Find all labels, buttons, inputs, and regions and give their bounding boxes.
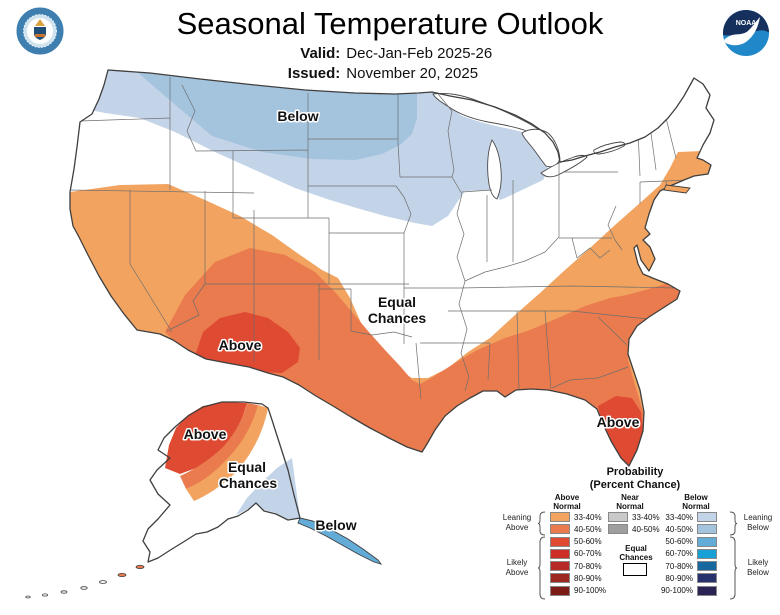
legend-leaning-below: Leaning Below [743,513,773,532]
brace-leaning-below [729,511,738,536]
region-above-50-florida [598,396,643,466]
valid-label: Valid: [300,45,341,62]
legend-header-near: Near Normal [616,493,644,511]
legend-row: 60-70% [550,548,606,559]
legend-row: 33-40% [550,512,606,522]
ak-region-above-33 [186,405,268,501]
legend-likely-below: Likely Below [747,558,769,577]
swatch-near-33 [608,512,628,522]
alaska-inset [25,401,383,599]
region-below-40 [125,70,417,160]
swatch-below-50 [697,536,717,547]
legend-equal-chances-label: Equal Chances [619,544,653,562]
legend-equal-chances-swatch [623,563,647,576]
legend-row: 40-50% [550,524,606,535]
label-alaska-below: Below [315,517,356,533]
swatch-above-60 [550,548,570,559]
long-island [663,184,691,194]
legend-row: 70-80% [659,561,717,572]
page-title: Seasonal Temperature Outlook [176,6,604,41]
swatch-below-80 [697,573,717,584]
legend-row: 33-40% [659,512,717,522]
legend-row: 50-60% [659,536,717,547]
state-borders [70,77,691,400]
legend-below-column: 33-40% 40-50% 50-60% 60-70% 70-80% 80-90… [659,512,717,598]
noaa-logo-icon: NOAA [723,10,769,56]
ak-region-below-50-panhandle [297,517,383,565]
swatch-below-60 [697,548,717,559]
legend-row: 60-70% [659,548,717,559]
legend-likely-above: Likely Above [505,558,529,577]
region-michigan-white [505,181,543,203]
legend-row: 33-40% [608,512,660,522]
swatch-above-40 [550,524,570,535]
label-florida-above: Above [597,414,640,430]
legend-row: 40-50% [659,524,717,535]
issued-value: November 20, 2025 [346,65,479,82]
region-above-40 [165,248,690,466]
label-central-equal-1: Equal [378,294,416,310]
swatch-below-33 [697,512,717,522]
legend-title: Probability (Percent Chance) [555,466,715,492]
noaa-logo-text: NOAA [736,20,757,27]
label-central-equal-2: Chances [368,310,427,326]
legend-title-line2: (Percent Chance) [589,479,681,491]
lake-michigan [487,139,502,200]
swatch-below-70 [697,561,717,572]
label-north-below: Below [277,108,318,124]
swatch-near-40 [608,524,628,535]
label-alaska-equal-1: Equal [228,459,266,475]
valid-issued-block: Valid: Dec-Jan-Feb 2025-26 Issued: Novem… [0,44,780,84]
alaska-outline [142,401,301,563]
swatch-below-40 [697,524,717,535]
legend-row: 80-90% [550,573,606,584]
aleutian-islands [25,565,145,599]
legend-row: 70-80% [550,561,606,572]
swatch-above-50 [550,536,570,547]
swatch-above-80 [550,573,570,584]
swatch-above-33 [550,512,570,522]
swatch-above-90 [550,585,570,596]
legend-near-column: 33-40% 40-50% [608,512,660,537]
legend-leaning-above: Leaning Above [502,513,532,532]
legend-row: 90-100% [550,585,606,596]
ak-region-above-50 [165,402,247,474]
ak-region-above-40 [180,403,258,489]
label-southwest-above: Above [219,337,262,353]
swatch-below-90 [697,585,717,596]
legend-title-line1: Probability [606,466,664,478]
commerce-seal-icon [16,7,64,55]
valid-value: Dec-Jan-Feb 2025-26 [346,45,493,62]
brace-leaning-above [537,511,546,536]
legend-row: 80-90% [659,573,717,584]
brace-likely-above [537,536,546,600]
probability-legend: Probability (Percent Chance) Above Normal… [495,460,780,612]
label-alaska-equal-2: Chances [219,475,278,491]
brace-likely-below [729,536,738,600]
issued-label: Issued: [287,65,341,82]
region-above-50-southwest [195,312,300,373]
conus-outline [69,69,715,467]
swatch-above-70 [550,561,570,572]
legend-above-column: 33-40% 40-50% 50-60% 60-70% 70-80% 80-90… [550,512,606,598]
legend-header-above: Above Normal [553,493,581,511]
legend-header-below: Below Normal [682,493,710,511]
legend-row: 50-60% [550,536,606,547]
legend-row: 40-50% [608,524,660,535]
legend-row: 90-100% [659,585,717,596]
label-alaska-above: Above [184,426,227,442]
ak-region-below-33 [236,458,300,519]
